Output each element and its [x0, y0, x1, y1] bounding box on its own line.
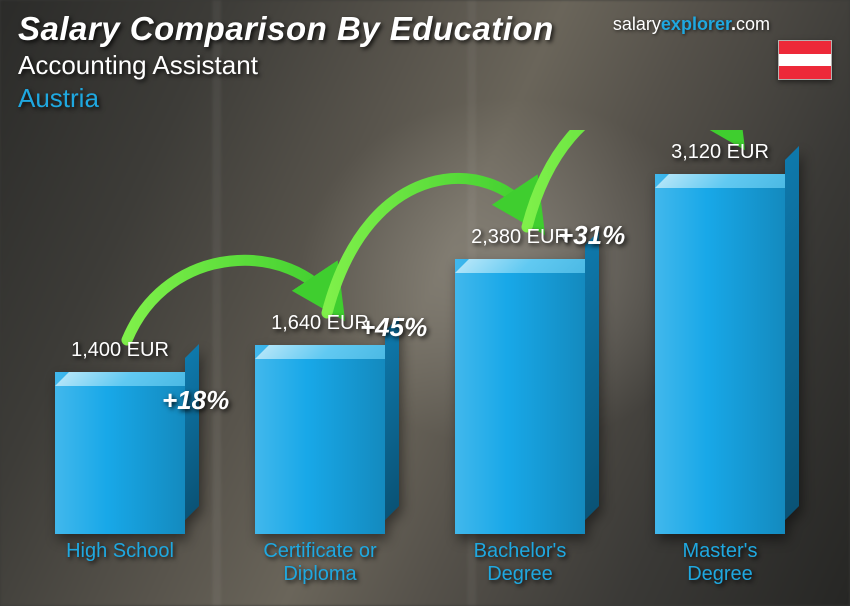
bar-3: 3,120 EUR [630, 141, 810, 534]
bar-side-face [185, 344, 199, 520]
flag-icon [778, 40, 832, 80]
brand-suffix: com [736, 14, 770, 34]
bar-front-face [455, 259, 585, 534]
x-label-2: Bachelor'sDegree [430, 534, 610, 590]
bar-value: 1,400 EUR [71, 339, 169, 362]
bar-0: 1,400 EUR [30, 339, 210, 534]
bar-shape [255, 345, 385, 534]
bar-2: 2,380 EUR [430, 226, 610, 534]
x-label-3: Master'sDegree [630, 534, 810, 590]
brand-prefix: salary [613, 14, 661, 34]
x-label-0: High School [30, 534, 210, 590]
bar-front-face [255, 345, 385, 534]
bar-value: 3,120 EUR [671, 141, 769, 164]
chart-country: Austria [18, 83, 832, 114]
bar-top-face [55, 372, 199, 386]
bar-value: 1,640 EUR [271, 312, 369, 335]
flag-stripe-top [779, 41, 831, 54]
bar-shape [655, 174, 785, 534]
bar-top-face [655, 174, 799, 188]
brand-watermark: salaryexplorer.com [613, 14, 770, 35]
bar-top-face [255, 345, 399, 359]
x-label-1: Certificate orDiploma [230, 534, 410, 590]
increase-pct: +18% [162, 385, 229, 416]
bar-front-face [655, 174, 785, 534]
brand-mid: explorer [661, 14, 731, 34]
bar-side-face [785, 146, 799, 520]
flag-stripe-bottom [779, 66, 831, 79]
x-axis-labels: High School Certificate orDiploma Bachelor… [30, 534, 810, 590]
bar-top-face [455, 259, 599, 273]
bar-side-face [385, 317, 399, 520]
bar-shape [455, 259, 585, 534]
bar-1: 1,640 EUR [230, 312, 410, 534]
bar-side-face [585, 231, 599, 520]
increase-pct: +31% [558, 220, 625, 251]
chart-subtitle: Accounting Assistant [18, 50, 832, 81]
increase-pct: +45% [360, 312, 427, 343]
flag-stripe-mid [779, 54, 831, 67]
bar-chart: 1,400 EUR 1,640 EUR 2,380 EUR 3,120 EUR Hig… [30, 130, 810, 590]
bar-value: 2,380 EUR [471, 226, 569, 249]
